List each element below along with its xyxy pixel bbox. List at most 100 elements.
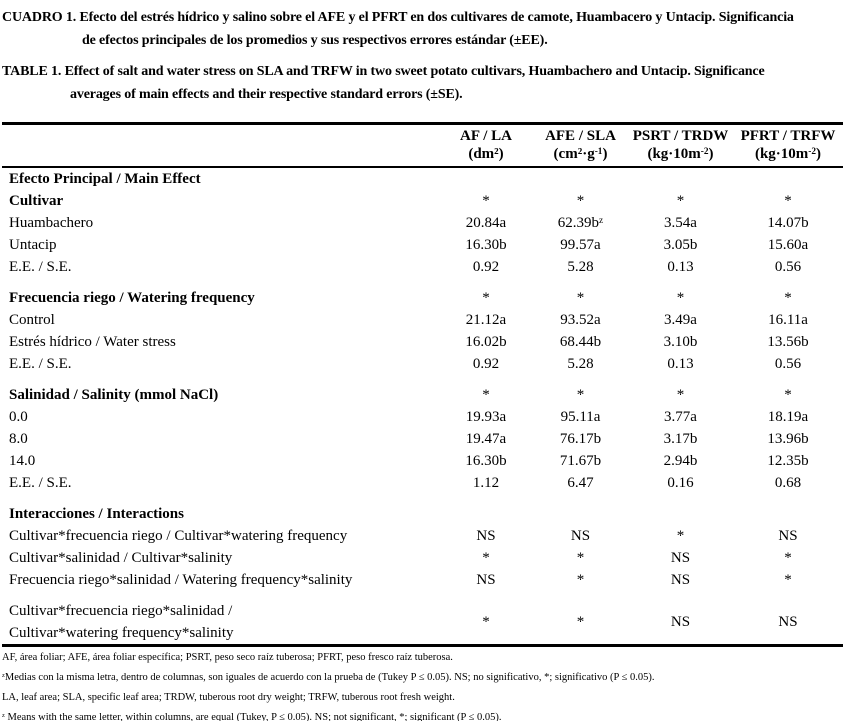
cell-value: NS xyxy=(670,614,691,630)
table-row: E.E. / S.E. 0.92 5.28 0.13 0.56 xyxy=(2,353,843,375)
table-row: Cultivar*frecuencia riego*salinidad / Cul… xyxy=(2,600,843,646)
cell-value: NS xyxy=(670,550,691,566)
row-label: E.E. / S.E. xyxy=(9,475,72,491)
table-row: Salinidad / Salinity (mmol NaCl) * * * * xyxy=(2,384,843,406)
table-row: E.E. / S.E. 0.92 5.28 0.13 0.56 xyxy=(2,256,843,278)
cell-value: 0.56 xyxy=(774,356,802,372)
spacer-cell xyxy=(2,591,843,600)
row-label: Salinidad / Salinity (mmol NaCl) xyxy=(9,387,219,403)
cell-value xyxy=(628,503,733,525)
cell-value: 62.39bz xyxy=(557,215,604,231)
cell-value: 0.68 xyxy=(774,475,802,491)
row-label: Frecuencia riego / Watering frequency xyxy=(9,290,255,306)
cell-value: * xyxy=(576,193,585,209)
cell-value: 16.11a xyxy=(768,312,808,328)
cell-value: * xyxy=(482,387,490,403)
table-row: Frecuencia riego*salinidad / Watering fr… xyxy=(2,569,843,591)
table-row: Huambachero 20.84a 62.39bz 3.54a 14.07b xyxy=(2,212,843,234)
table-body: Efecto Principal / Main Effect Cultivar * *… xyxy=(2,167,843,646)
cell-value: 19.47a xyxy=(465,431,507,447)
cell-value: NS xyxy=(476,572,496,588)
cell-value xyxy=(439,503,533,525)
column-header: AF / LA (dm²) xyxy=(460,128,512,162)
caption-english-line1: TABLE 1. Effect of salt and water stress… xyxy=(2,64,765,79)
cell-value: 12.35b xyxy=(767,453,809,469)
spacer-row xyxy=(2,278,843,287)
spacer-cell xyxy=(2,278,843,287)
caption-spanish-line2: de efectos principales de los promedios … xyxy=(82,33,548,48)
cell-value xyxy=(733,503,843,525)
cell-value: 13.56b xyxy=(767,334,809,350)
column-header: AFE / SLA (cm²·g-1) xyxy=(545,128,616,162)
cell-value: * xyxy=(784,387,792,403)
row-label: E.E. / S.E. xyxy=(9,259,72,275)
cell-value: * xyxy=(676,193,685,209)
cell-value: 99.57a xyxy=(560,237,601,253)
cell-value: 0.92 xyxy=(472,259,500,275)
cell-value: 2.94b xyxy=(663,453,698,469)
cell-value: * xyxy=(676,290,685,306)
cell-value: * xyxy=(784,550,792,566)
cell-value xyxy=(439,167,533,190)
cell-value: 13.96b xyxy=(767,431,809,447)
table-row: E.E. / S.E. 1.12 6.47 0.16 0.68 xyxy=(2,472,843,494)
cell-value: * xyxy=(482,614,490,630)
cell-value: 1.12 xyxy=(472,475,500,491)
cell-value: 93.52a xyxy=(560,312,601,328)
cell-value: * xyxy=(576,387,585,403)
caption-spanish: CUADRO 1. Efecto del estrés hídrico y sa… xyxy=(2,6,843,52)
table-row: Frecuencia riego / Watering frequency * * *… xyxy=(2,287,843,309)
footnote: LA, leaf area; SLA, specific leaf area; … xyxy=(2,692,455,703)
results-table: AF / LA (dm²) AFE / SLA (cm²·g-1) PSRT / TRD… xyxy=(2,122,843,647)
table-row: Interacciones / Interactions xyxy=(2,503,843,525)
cell-value: 0.56 xyxy=(774,259,802,275)
row-label: E.E. / S.E. xyxy=(9,356,72,372)
cell-value: 71.67b xyxy=(559,453,602,469)
cell-value: 5.28 xyxy=(567,259,594,275)
cell-value: NS xyxy=(570,528,591,544)
row-label: Frecuencia riego*salinidad / Watering fr… xyxy=(9,572,353,588)
cell-value xyxy=(733,167,843,190)
cell-value: 21.12a xyxy=(465,312,507,328)
cell-value: * xyxy=(784,572,792,588)
footnotes: AF, área foliar; AFE, área foliar especí… xyxy=(2,652,843,721)
caption-english: TABLE 1. Effect of salt and water stress… xyxy=(2,60,843,106)
table-row: Cultivar*frecuencia riego / Cultivar*wat… xyxy=(2,525,843,547)
cell-value: * xyxy=(482,550,490,566)
row-label-header xyxy=(2,124,439,168)
spacer-row xyxy=(2,494,843,503)
table-row: 0.0 19.93a 95.11a 3.77a 18.19a xyxy=(2,406,843,428)
cell-value: 3.77a xyxy=(664,409,697,425)
cell-value xyxy=(628,167,733,190)
cell-value: 95.11a xyxy=(560,409,601,425)
footnote: zMedias con la misma letra, dentro de co… xyxy=(2,672,655,683)
table-row: Control 21.12a 93.52a 3.49a 16.11a xyxy=(2,309,843,331)
cell-value: 5.28 xyxy=(567,356,594,372)
cell-value: 0.92 xyxy=(472,356,500,372)
table-row: Cultivar*salinidad / Cultivar*salinity * *… xyxy=(2,547,843,569)
cell-value: 68.44b xyxy=(559,334,602,350)
table-row: Untacip 16.30b 99.57a 3.05b 15.60a xyxy=(2,234,843,256)
column-header: PFRT / TRFW (kg·10m-2) xyxy=(740,128,836,162)
footnote: AF, área foliar; AFE, área foliar especí… xyxy=(2,652,453,663)
cell-value: NS xyxy=(670,572,691,588)
cell-value: NS xyxy=(476,528,496,544)
cell-value: 14.07b xyxy=(767,215,809,231)
row-label: Cultivar*frecuencia riego*salinidad / Cul… xyxy=(9,603,234,641)
cell-value: 19.93a xyxy=(465,409,507,425)
table-row: 14.0 16.30b 71.67b 2.94b 12.35b xyxy=(2,450,843,472)
row-label: Cultivar*salinidad / Cultivar*salinity xyxy=(9,550,233,566)
row-label: Cultivar*frecuencia riego / Cultivar*wat… xyxy=(9,528,348,544)
cell-value: 16.02b xyxy=(465,334,507,350)
cell-value: 0.13 xyxy=(667,259,694,275)
cell-value: * xyxy=(576,614,585,630)
table-row: 8.0 19.47a 76.17b 3.17b 13.96b xyxy=(2,428,843,450)
table-row: Estrés hídrico / Water stress 16.02b 68.44… xyxy=(2,331,843,353)
row-label: Efecto Principal / Main Effect xyxy=(9,171,201,187)
cell-value xyxy=(533,167,628,190)
cell-value: * xyxy=(676,528,685,544)
column-header: PSRT / TRDW (kg·10m-2) xyxy=(632,128,729,162)
spacer-row xyxy=(2,591,843,600)
cell-value: 76.17b xyxy=(559,431,602,447)
